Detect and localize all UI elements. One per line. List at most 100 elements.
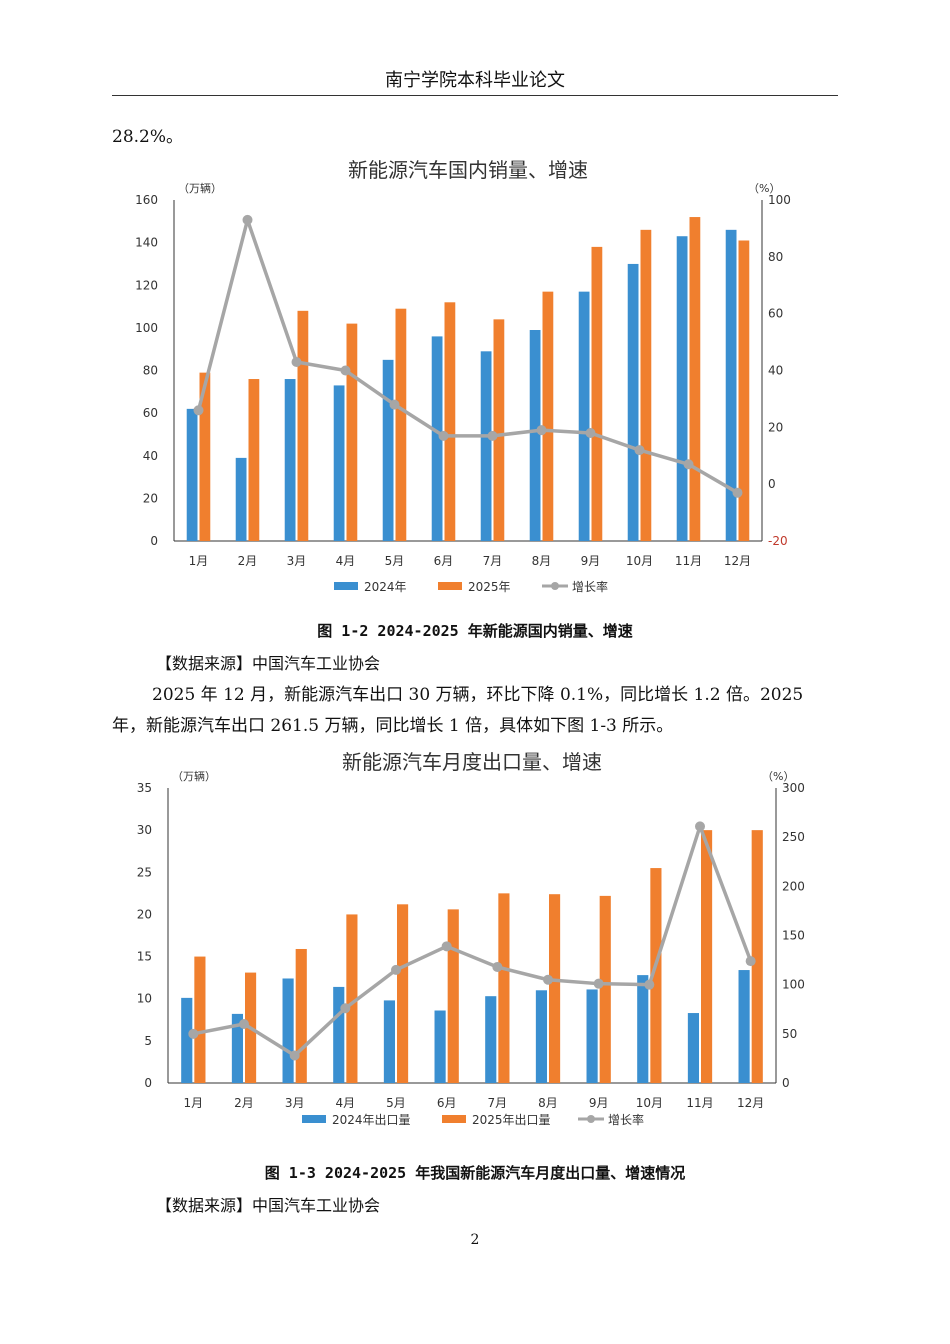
legend-label: 增长率 bbox=[572, 579, 608, 594]
x-tick-label: 9月 bbox=[589, 1096, 609, 1110]
y-left-tick-label: 5 bbox=[144, 1034, 152, 1048]
growth-point bbox=[441, 941, 452, 952]
bar-series2 bbox=[591, 246, 603, 541]
chart-title: 新能源汽车月度出口量、增速 bbox=[342, 750, 602, 774]
y-left-tick-label: 100 bbox=[135, 321, 158, 335]
y-right-unit: （%） bbox=[762, 770, 794, 783]
bar-series1 bbox=[333, 385, 345, 541]
growth-point bbox=[492, 961, 503, 972]
growth-point bbox=[239, 1019, 249, 1029]
x-tick-label: 2月 bbox=[234, 1096, 254, 1110]
bar-series2 bbox=[295, 948, 307, 1083]
growth-point bbox=[683, 459, 694, 470]
growth-point bbox=[543, 974, 553, 985]
bar-series1 bbox=[586, 989, 598, 1083]
x-tick-label: 10月 bbox=[626, 554, 653, 568]
growth-point bbox=[585, 428, 596, 439]
bar-series2 bbox=[297, 310, 309, 541]
x-tick-label: 7月 bbox=[488, 1096, 508, 1110]
bar-series1 bbox=[231, 1013, 243, 1083]
bar-series2 bbox=[650, 868, 662, 1083]
bar-series2 bbox=[701, 830, 713, 1083]
y-right-tick-label: 0 bbox=[782, 1076, 790, 1090]
growth-point bbox=[289, 1050, 300, 1061]
y-left-tick-label: 120 bbox=[135, 278, 158, 292]
y-right-tick-label: 100 bbox=[768, 193, 791, 207]
bar-series1 bbox=[431, 336, 443, 541]
bar-series2 bbox=[397, 904, 409, 1083]
bar-series2 bbox=[498, 893, 510, 1083]
growth-point bbox=[340, 365, 351, 376]
bar-series2 bbox=[751, 830, 763, 1083]
y-right-tick-label: 300 bbox=[782, 781, 805, 795]
bar-series2 bbox=[447, 909, 459, 1083]
figure2-caption: 图 1-3 2024-2025 年我国新能源汽车月度出口量、增速情况 bbox=[264, 1164, 686, 1182]
bar-series1 bbox=[181, 997, 193, 1083]
growth-point bbox=[536, 425, 547, 436]
bar-series1 bbox=[284, 379, 296, 541]
bar-series2 bbox=[395, 308, 407, 541]
growth-point bbox=[242, 214, 253, 225]
bar-series1 bbox=[725, 229, 737, 541]
growth-point bbox=[634, 445, 645, 456]
y-left-tick-label: 20 bbox=[137, 907, 152, 921]
legend-swatch bbox=[302, 1115, 326, 1123]
x-tick-label: 10月 bbox=[636, 1096, 663, 1110]
bar-series1 bbox=[186, 408, 198, 541]
x-tick-label: 9月 bbox=[581, 554, 601, 568]
x-tick-label: 5月 bbox=[386, 1096, 406, 1110]
x-tick-label: 3月 bbox=[285, 1096, 305, 1110]
y-right-tick-label: 100 bbox=[782, 978, 805, 992]
growth-point bbox=[193, 405, 204, 416]
bar-series2 bbox=[199, 372, 211, 541]
growth-point bbox=[291, 356, 302, 367]
y-right-tick-label: 0 bbox=[768, 477, 776, 491]
growth-line bbox=[196, 218, 739, 495]
growth-point bbox=[389, 399, 400, 410]
bar-series1 bbox=[382, 359, 394, 541]
y-right-tick-label: -20 bbox=[768, 534, 788, 548]
bar-series2 bbox=[599, 895, 611, 1083]
figure1-chart-svg: 新能源汽车国内销量、增速 （万辆） （%） 0 20 40 60 80 100 120 140 160… bbox=[135, 158, 791, 594]
page-number: 2 bbox=[470, 1232, 480, 1248]
y-left-tick-label: 160 bbox=[135, 193, 158, 207]
figure1-source: 【数据来源】中国汽车工业协会 bbox=[156, 654, 381, 673]
growth-point bbox=[188, 1028, 199, 1039]
bar-series1 bbox=[333, 986, 345, 1083]
bar-series2 bbox=[738, 240, 750, 541]
legend-swatch-dot bbox=[551, 582, 559, 590]
bar-series2 bbox=[346, 914, 358, 1083]
bar-series2 bbox=[549, 894, 561, 1083]
bar-series1 bbox=[637, 975, 649, 1083]
y-right-tick-label: 20 bbox=[768, 420, 783, 434]
bar-series2 bbox=[248, 379, 260, 541]
legend-label: 2024年 bbox=[364, 580, 407, 594]
bar-series2 bbox=[493, 319, 505, 541]
legend-label: 增长率 bbox=[608, 1112, 644, 1127]
y-right-tick-label: 60 bbox=[768, 307, 783, 321]
y-right-tick-label: 50 bbox=[782, 1027, 797, 1041]
figure1-chart: 新能源汽车国内销量、增速 （万辆） （%） 0 20 40 60 80 100 120 140 160… bbox=[112, 150, 838, 605]
y-left-tick-label: 0 bbox=[150, 534, 158, 548]
y-left-tick-label: 25 bbox=[137, 865, 152, 879]
growth-point bbox=[391, 964, 401, 975]
y-left-tick-label: 60 bbox=[143, 406, 158, 420]
bar-series2 bbox=[542, 291, 554, 541]
chart-title: 新能源汽车国内销量、增速 bbox=[348, 158, 588, 182]
y-left-tick-label: 35 bbox=[137, 781, 152, 795]
y-left-tick-label: 40 bbox=[143, 449, 158, 463]
bar-series1 bbox=[235, 457, 247, 541]
bar-series1 bbox=[529, 330, 541, 541]
bar-series2 bbox=[346, 323, 358, 541]
x-tick-label: 2月 bbox=[238, 554, 258, 568]
legend-swatch bbox=[438, 582, 462, 590]
figure1-caption: 图 1-2 2024-2025 年新能源国内销量、增速 bbox=[317, 622, 633, 640]
bar-series1 bbox=[485, 996, 497, 1083]
bar-series2 bbox=[640, 229, 652, 541]
legend-swatch-dot bbox=[587, 1115, 595, 1123]
bar-series2 bbox=[194, 956, 206, 1083]
y-left-tick-label: 20 bbox=[143, 491, 158, 505]
bar-series1 bbox=[282, 978, 294, 1083]
paragraph-mid-line2: 年，新能源汽车出口 261.5 万辆，同比增长 1 倍，具体如下图 1-3 所示… bbox=[112, 716, 674, 736]
x-tick-label: 11月 bbox=[686, 1096, 713, 1110]
